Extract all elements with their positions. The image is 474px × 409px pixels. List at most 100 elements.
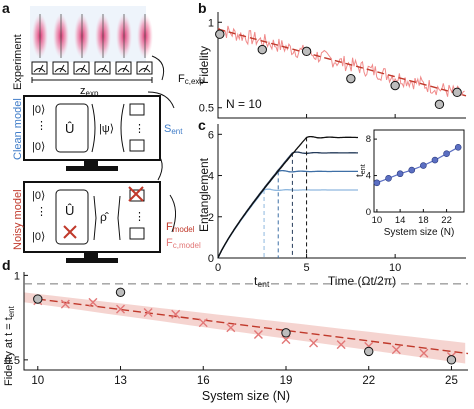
fidelity-vs-size-plot: 0.5 1 10 13 16 19 22 25 System size (N) Fidelity … bbox=[3, 270, 469, 403]
fit-line bbox=[217, 28, 467, 97]
inset-point bbox=[385, 174, 392, 182]
meter-icon bbox=[129, 139, 145, 152]
model-marker bbox=[88, 297, 98, 307]
y-axis-label: Entanglement bbox=[197, 157, 211, 232]
error-cross-icon bbox=[63, 225, 77, 239]
x-tick-label: 18 bbox=[418, 215, 429, 226]
inset-point bbox=[373, 179, 381, 187]
x-axis-label: System size (N) bbox=[202, 389, 290, 403]
meter-icon bbox=[129, 103, 145, 116]
ellipsis: ⋮ bbox=[36, 120, 47, 132]
monitor-stand bbox=[66, 166, 118, 171]
inset-point bbox=[408, 166, 416, 174]
model-marker bbox=[60, 299, 70, 309]
y-tick-label: 6 bbox=[208, 129, 214, 141]
data-point bbox=[364, 346, 374, 357]
x-tick-label: 5 bbox=[304, 262, 310, 274]
fit-line bbox=[37, 298, 469, 355]
meter-icon bbox=[129, 227, 145, 240]
y-axis-label: Fidelity bbox=[197, 46, 211, 84]
ket-zero: |0⟩ bbox=[32, 104, 45, 116]
z-label: zexp bbox=[80, 85, 99, 98]
x-tick-label: 22 bbox=[362, 375, 375, 387]
model-marker bbox=[198, 318, 208, 328]
data-point bbox=[446, 355, 457, 365]
y-tick-label: 4 bbox=[208, 171, 214, 183]
y-tick-label: 0.5 bbox=[5, 355, 20, 367]
model-marker bbox=[226, 323, 236, 333]
meter-icon bbox=[31, 61, 48, 75]
meter-icon bbox=[73, 61, 90, 75]
y-axis-label-sub: ent bbox=[358, 164, 367, 174]
error-cross-icon bbox=[128, 186, 144, 202]
clean-model-label: Clean model bbox=[12, 98, 24, 160]
data-point bbox=[115, 287, 126, 297]
x-tick-label: 13 bbox=[114, 375, 127, 387]
fidelity-vs-time-plot: 0.5 1 Fidelity N = 10 bbox=[197, 12, 467, 119]
x-axis-label: Time (Ωt/2π) bbox=[328, 274, 396, 288]
data-point bbox=[257, 44, 267, 55]
y-tick-label: 1 bbox=[14, 270, 20, 282]
ellipsis: ⋮ bbox=[36, 206, 47, 218]
axis-frame bbox=[373, 129, 465, 213]
y-axis-label-main: Fidelity at t = t bbox=[3, 317, 15, 386]
unitary-box bbox=[55, 103, 89, 153]
y-tick-label: 0 bbox=[208, 253, 214, 265]
s-ent-label: Sent bbox=[164, 123, 183, 136]
model-marker bbox=[419, 348, 429, 358]
y-axis-label-main: t bbox=[355, 174, 366, 177]
unitary-symbol: Û bbox=[65, 121, 74, 136]
x-tick-label: 10 bbox=[389, 262, 401, 274]
y-axis-label-sub: ent bbox=[7, 305, 16, 317]
meter-icon bbox=[52, 61, 69, 75]
n-annotation: N = 10 bbox=[226, 97, 262, 111]
inset-point bbox=[396, 170, 404, 178]
y-tick-label: 4 bbox=[366, 171, 371, 182]
ellipsis: ⋮ bbox=[134, 123, 145, 135]
y-tick-label: 1 bbox=[208, 17, 214, 29]
x-tick-label: 16 bbox=[197, 375, 210, 387]
model-marker bbox=[336, 340, 346, 350]
inset-point bbox=[443, 150, 450, 157]
model-trace bbox=[217, 25, 465, 97]
y-axis-label: Fidelity at t = tent bbox=[3, 305, 16, 386]
panel-label-b: b bbox=[198, 0, 207, 16]
inset-point bbox=[431, 156, 439, 164]
x-tick-label: 19 bbox=[280, 375, 293, 387]
x-tick-label: 22 bbox=[441, 215, 452, 226]
meter-icon bbox=[115, 61, 132, 75]
noisy-model-monitor: |0⟩ ⋮ |0⟩ Û ρ̂ ⋮ Noisy model bbox=[12, 181, 161, 263]
monitor-stand bbox=[66, 258, 118, 263]
t-ent-label: tent bbox=[254, 274, 270, 289]
y-tick-label: 0.5 bbox=[199, 103, 214, 115]
experiment-schematic: zexp Experiment bbox=[12, 6, 153, 98]
confidence-band bbox=[24, 292, 466, 364]
noisy-model-label: Noisy model bbox=[12, 189, 24, 250]
data-point bbox=[215, 29, 225, 39]
measurement-meters bbox=[31, 61, 153, 75]
x-tick-label: 25 bbox=[445, 375, 458, 387]
y-tick-label: 8 bbox=[366, 134, 371, 145]
ket-zero: |0⟩ bbox=[32, 231, 45, 243]
inset-point bbox=[420, 162, 427, 169]
ellipsis: ⋮ bbox=[134, 211, 145, 223]
model-marker bbox=[281, 335, 291, 345]
panel-label-a: a bbox=[2, 0, 10, 16]
model-marker bbox=[253, 330, 263, 340]
unitary-box bbox=[55, 189, 89, 245]
data-point bbox=[452, 87, 462, 98]
y-axis-label: tent bbox=[355, 164, 367, 177]
unitary-symbol: Û bbox=[65, 203, 74, 218]
meter-icon bbox=[136, 61, 153, 75]
clean-model-monitor: |0⟩ ⋮ |0⟩ Û |ψ⟩ ⋮ Clean model bbox=[12, 95, 161, 171]
data-point bbox=[434, 99, 445, 110]
x-axis-label: System size (N) bbox=[384, 227, 455, 238]
y-tick-label: 2 bbox=[208, 212, 214, 224]
x-tick-label: 10 bbox=[31, 375, 44, 387]
data-point bbox=[301, 46, 312, 57]
data-point bbox=[346, 73, 356, 84]
f-c-model-label: Fc,model bbox=[166, 237, 201, 250]
panel-label-c: c bbox=[198, 117, 206, 133]
